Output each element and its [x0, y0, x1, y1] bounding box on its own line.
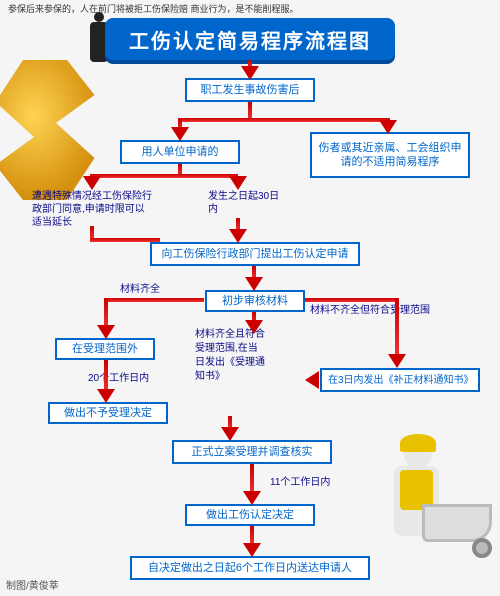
arrow-head-icon — [243, 543, 261, 557]
arrow-head-icon — [97, 389, 115, 403]
node-out-of-scope: 在受理范围外 — [55, 338, 155, 360]
arrow — [178, 118, 388, 122]
node-deliver: 自决定做出之日起6个工作日内送达申请人 — [130, 556, 370, 580]
arrow-head-icon — [229, 176, 247, 190]
node-decision: 做出工伤认定决定 — [185, 504, 315, 526]
label-extend: 遭遇特殊情况经工伤保险行政部门同意,申请时限可以适当延长 — [32, 190, 152, 229]
arrow-head-icon — [388, 354, 406, 368]
label-11days: 11个工作日内 — [270, 476, 330, 489]
title-banner: 工伤认定简易程序流程图 — [105, 18, 395, 60]
arrow-head-icon — [243, 491, 261, 505]
node-start: 职工发生事故伤害后 — [185, 78, 315, 102]
arrow-head-icon — [305, 371, 319, 389]
arrow — [90, 238, 160, 242]
node-submit-app: 向工伤保险行政部门提出工伤认定申请 — [150, 242, 360, 266]
credit-text: 制图/黄俊莘 — [6, 577, 59, 592]
label-material-partial: 材料不齐全但符合受理范围 — [310, 304, 430, 317]
arrow — [90, 174, 238, 178]
node-accept-notice: 材料齐全且符合受理范围,在当日发出《受理通知书》 — [195, 328, 265, 384]
construction-worker-icon — [374, 426, 494, 566]
header-hint: 参保后来参保的，人在前门将被拒工伤保险赔 商业行为，是不能削程服。 — [0, 0, 500, 17]
arrow-head-icon — [171, 127, 189, 141]
node-supplement-notice: 在3日内发出《补正材料通知书》 — [320, 368, 480, 392]
node-formal-accept: 正式立案受理并调查核实 — [172, 440, 332, 464]
arrow-head-icon — [229, 229, 247, 243]
node-relative-apply: 伤者或其近亲属、工会组织申请的不适用简易程序 — [310, 132, 470, 178]
arrow — [395, 298, 399, 356]
arrow — [104, 298, 204, 302]
arrow — [305, 298, 397, 302]
arrow-head-icon — [241, 66, 259, 80]
arrow — [104, 360, 108, 392]
arrow-head-icon — [245, 277, 263, 291]
node-reject: 做出不予受理决定 — [48, 402, 168, 424]
label-20days: 20个工作日内 — [88, 372, 149, 385]
arrow-head-icon — [245, 320, 263, 334]
arrow — [250, 464, 254, 494]
node-employer-apply: 用人单位申请的 — [120, 140, 240, 164]
title-text: 工伤认定简易程序流程图 — [129, 25, 371, 54]
node-review: 初步审核材料 — [205, 290, 305, 312]
arrow-head-icon — [221, 427, 239, 441]
arrow-head-icon — [97, 325, 115, 339]
arrow-head-icon — [379, 120, 397, 134]
arrow-head-icon — [83, 176, 101, 190]
arrow — [104, 298, 108, 328]
label-30days: 发生之日起30日内 — [208, 190, 288, 216]
label-material-full: 材料齐全 — [120, 283, 160, 296]
